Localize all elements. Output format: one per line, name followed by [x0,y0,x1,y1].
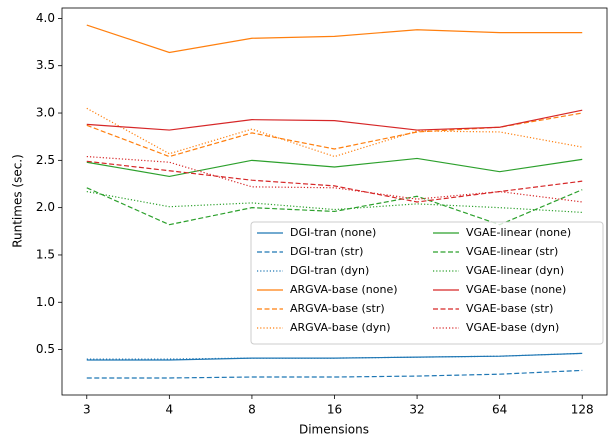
line-series [86,190,583,213]
y-axis-label: Runtimes (sec.) [11,154,25,248]
line-series [86,155,583,203]
line-series [86,187,583,226]
legend-label: VGAE-base (str) [466,302,553,315]
legend-label: ARGVA-base (str) [290,302,385,315]
y-tick-label: 1.5 [36,247,55,261]
line-series [86,157,583,178]
legend-label: VGAE-base (none) [466,283,566,296]
y-tick-label: 3.5 [36,58,55,72]
line-series [86,24,583,54]
x-tick-label: 3 [83,403,91,417]
x-tick-label: 64 [492,403,507,417]
y-tick-label: 2.0 [36,200,55,214]
x-tick-label: 8 [248,403,256,417]
line-series [86,109,583,131]
x-tick-label: 32 [409,403,424,417]
x-tick-label: 128 [571,403,594,417]
x-tick-label: 16 [327,403,342,417]
legend-frame [250,221,604,345]
legend-label: VGAE-linear (dyn) [466,264,564,277]
legend-label: DGI-tran (none) [290,226,376,239]
legend-label: ARGVA-base (dyn) [290,321,391,334]
y-tick-label: 4.0 [36,11,55,25]
x-tick-label: 4 [166,403,174,417]
y-tick-label: 2.5 [36,153,55,167]
y-tick-label: 1.0 [36,295,55,309]
line-series [86,112,583,158]
legend-label: DGI-tran (str) [290,245,363,258]
line-series [86,352,583,360]
line-series [86,160,583,203]
legend: DGI-tran (none) DGI-tran (str) DGI-tran (d… [250,221,604,345]
legend-label: VGAE-base (dyn) [466,321,559,334]
line-series [86,369,583,379]
x-axis-label: Dimensions [299,423,369,437]
y-tick-label: 0.5 [36,342,55,356]
y-tick-label: 3.0 [36,106,55,120]
legend-label: VGAE-linear (none) [466,226,571,239]
legend-label: VGAE-linear (str) [466,245,558,258]
legend-label: ARGVA-base (none) [290,283,398,296]
legend-label: DGI-tran (dyn) [290,264,369,277]
